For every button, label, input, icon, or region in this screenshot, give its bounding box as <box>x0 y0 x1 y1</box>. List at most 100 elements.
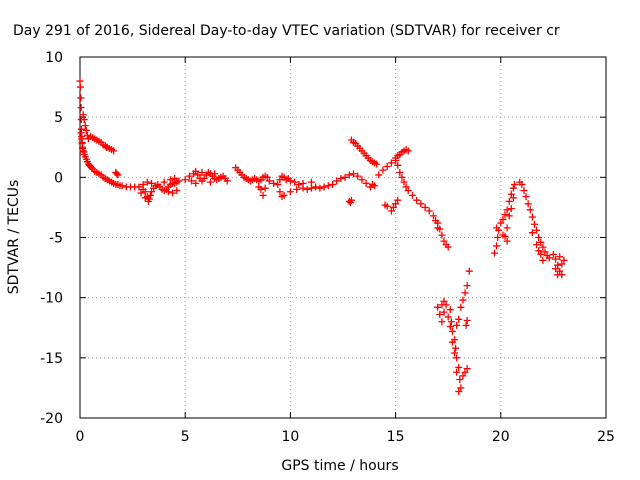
data-point <box>457 303 465 311</box>
y-tick-label: -5 <box>49 231 63 247</box>
data-point <box>549 250 557 258</box>
data-point <box>135 183 143 191</box>
data-point <box>276 176 284 184</box>
data-point <box>280 191 288 199</box>
data-point <box>261 184 269 192</box>
data-point <box>455 363 463 371</box>
data-point <box>558 260 566 268</box>
data-point <box>448 327 456 335</box>
data-point <box>438 301 446 309</box>
data-point <box>522 193 530 201</box>
data-point <box>537 238 545 246</box>
data-point <box>350 170 358 178</box>
data-point <box>533 241 541 249</box>
data-point <box>379 166 387 174</box>
data-point <box>499 215 507 223</box>
data-point <box>295 181 303 189</box>
data-point <box>80 116 88 124</box>
data-point <box>459 296 467 304</box>
data-point <box>394 196 402 204</box>
data-point <box>463 365 471 373</box>
data-point <box>77 129 85 137</box>
data-point <box>389 203 397 211</box>
data-point <box>143 178 151 186</box>
data-point <box>455 388 463 396</box>
data-point <box>448 338 456 346</box>
y-tick-label: -10 <box>40 291 63 307</box>
data-point <box>417 200 425 208</box>
grid-lines <box>80 57 606 418</box>
data-point <box>76 83 84 91</box>
data-point <box>358 176 366 184</box>
x-tick-label: 25 <box>597 429 615 445</box>
data-point <box>169 189 177 197</box>
y-tick-label: 5 <box>54 110 63 126</box>
data-point <box>114 171 122 179</box>
x-tick-label: 0 <box>76 429 85 445</box>
data-point <box>192 179 200 187</box>
data-point <box>307 178 315 186</box>
data-series <box>76 77 568 396</box>
data-point <box>171 175 179 183</box>
data-point <box>82 126 90 134</box>
data-point <box>402 183 410 191</box>
data-point <box>503 224 511 232</box>
data-point <box>148 188 156 196</box>
data-point <box>77 104 85 112</box>
data-point <box>139 181 147 189</box>
data-point <box>453 321 461 329</box>
data-point <box>83 131 91 139</box>
data-point <box>299 179 307 187</box>
data-point <box>194 171 202 179</box>
data-point <box>293 185 301 193</box>
data-point <box>333 177 341 185</box>
data-point <box>373 160 381 168</box>
data-point <box>507 205 515 213</box>
data-point <box>507 190 515 198</box>
data-point <box>556 267 564 275</box>
data-point <box>141 194 149 202</box>
data-point <box>371 182 379 190</box>
data-point <box>387 159 395 167</box>
data-point <box>148 179 156 187</box>
data-point <box>518 181 526 189</box>
data-point <box>453 368 461 376</box>
data-point <box>274 181 282 189</box>
data-point <box>499 231 507 239</box>
data-point <box>457 384 465 392</box>
data-point <box>434 303 442 311</box>
data-point <box>510 181 518 189</box>
data-point <box>76 77 84 85</box>
y-tick-label: -15 <box>40 351 63 367</box>
data-point <box>185 172 193 180</box>
data-point <box>463 317 471 325</box>
data-point <box>383 202 391 210</box>
data-point <box>530 220 538 228</box>
data-point <box>560 256 568 264</box>
data-point <box>79 111 87 119</box>
data-point <box>316 184 324 192</box>
data-point <box>440 297 448 305</box>
data-point <box>493 224 501 232</box>
data-point <box>79 144 87 152</box>
data-point <box>528 213 536 221</box>
data-point <box>533 226 541 234</box>
data-point <box>88 164 96 172</box>
plot-frame <box>79 56 607 419</box>
data-point <box>259 191 267 199</box>
data-point <box>255 183 263 191</box>
data-point <box>465 267 473 275</box>
data-point <box>398 173 406 181</box>
data-point <box>81 122 89 130</box>
data-point <box>188 177 196 185</box>
data-point <box>455 315 463 323</box>
data-point <box>520 187 528 195</box>
data-point <box>265 177 273 185</box>
data-point <box>552 255 560 263</box>
data-point <box>490 249 498 257</box>
data-point <box>535 234 543 241</box>
data-point <box>440 237 448 245</box>
data-point <box>501 211 509 219</box>
axis-ticks: 0 5 10 15 20 25 10 5 0 -5 -10 -15 -20 <box>40 50 615 445</box>
